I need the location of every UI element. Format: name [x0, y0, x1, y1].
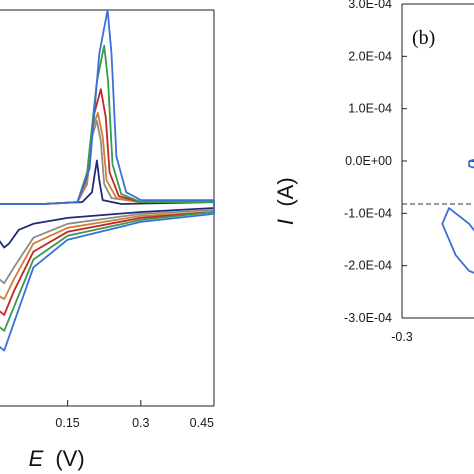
panel-b-ytick-label: -1.0E-04	[344, 206, 392, 220]
panel-b-ylabel-variable: I	[273, 219, 298, 225]
panel-b-ytick-label: 2.0E-04	[348, 49, 392, 63]
panel-a-xlabel-unit: (V)	[55, 446, 84, 471]
panel-a-xtick-label: 0.15	[55, 416, 79, 430]
panel-b-ytick-label: 3.0E-04	[348, 0, 392, 11]
panel-b-ytick-label: 1.0E-04	[348, 102, 392, 116]
panel-b-curves	[441, 158, 474, 274]
panel-a-xtick-label: 0.3	[132, 416, 149, 430]
panel-a-xtick-label: 0.45	[190, 416, 214, 430]
panel-b-ytick-label: -3.0E-04	[344, 311, 392, 325]
panel-b-ylabel-unit: (A)	[273, 177, 298, 206]
panel-a: 0.15 0.3 0.45 E (V)	[0, 9, 215, 471]
panel-b: 3.0E-04 2.0E-04 1.0E-04 0.0E+00 -1.0E-04 -2.0…	[273, 0, 474, 344]
panel-b-y-ticks: 3.0E-04 2.0E-04 1.0E-04 0.0E+00 -1.0E-04 -2.0…	[344, 0, 407, 325]
panel-a-series-6	[0, 9, 215, 352]
panel-b-label: (b)	[412, 27, 435, 49]
panel-b-ytick-label: 0.0E+00	[345, 154, 392, 168]
panel-a-curves	[0, 9, 215, 352]
panel-a-series-5	[0, 44, 215, 332]
panel-b-x-ticks: -0.3	[391, 312, 413, 344]
panel-b-xtick-label: -0.3	[391, 330, 413, 344]
panel-b-ytick-label: -2.0E-04	[344, 259, 392, 273]
panel-a-xlabel-variable: E	[29, 446, 44, 471]
panel-b-series-6	[441, 158, 474, 274]
panel-a-x-ticks: 0.15 0.3 0.45	[55, 400, 215, 430]
